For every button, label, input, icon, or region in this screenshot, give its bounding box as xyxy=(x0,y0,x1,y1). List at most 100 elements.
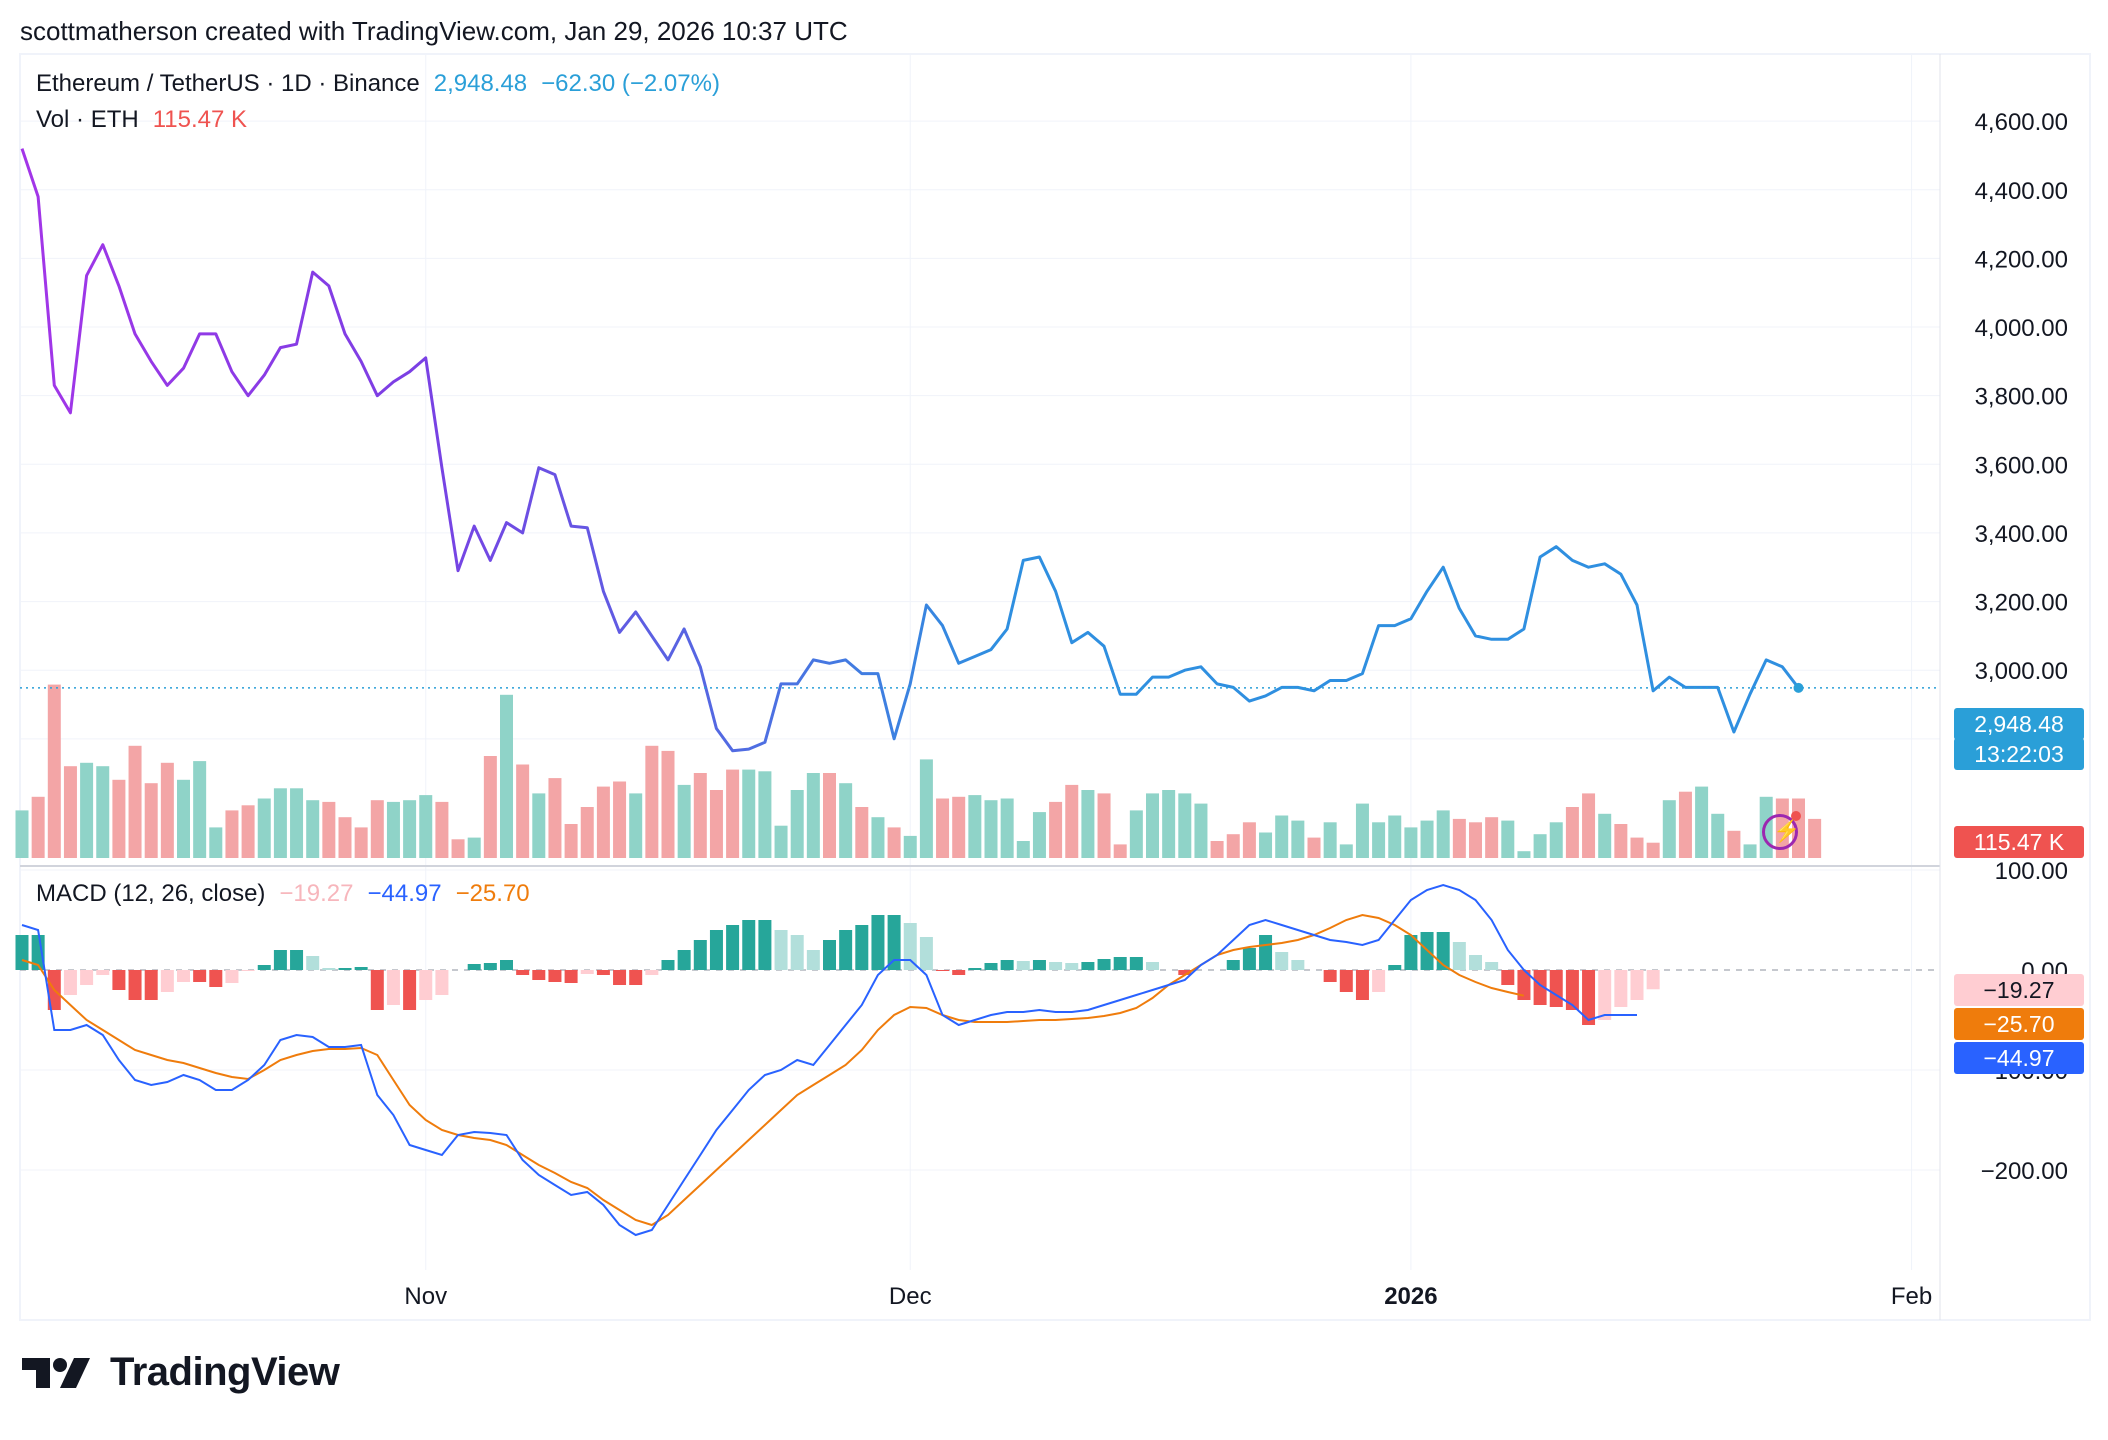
volume-title[interactable]: Vol · ETH xyxy=(36,106,139,133)
macd-histogram-bar xyxy=(855,925,869,970)
grid-lines xyxy=(20,54,1940,1270)
macd-histogram-bar xyxy=(386,970,400,1005)
macd-histogram-bar xyxy=(1065,963,1079,970)
tradingview-logo[interactable]: TradingView xyxy=(22,1350,340,1395)
volume-bar xyxy=(31,796,45,858)
volume-bar xyxy=(338,817,352,858)
macd-histogram-bar xyxy=(613,970,627,985)
volume-bar xyxy=(225,810,239,858)
volume-bar xyxy=(952,796,966,858)
macd-histogram-bar xyxy=(160,970,174,992)
volume-bar xyxy=(1614,824,1628,858)
macd-histogram-bar xyxy=(1372,970,1386,992)
volume-bar xyxy=(1194,803,1208,858)
volume-bar xyxy=(322,801,336,858)
macd-histogram-bar xyxy=(1549,970,1563,1007)
macd-histogram-bar xyxy=(419,970,433,1000)
volume-bar xyxy=(839,783,853,858)
macd-histogram-bar xyxy=(790,935,804,970)
volume-bar xyxy=(306,800,320,858)
macd-histogram-bar xyxy=(629,970,643,985)
volume-bar xyxy=(273,788,287,858)
realtime-badge[interactable]: ⚡ xyxy=(1762,811,1801,850)
volume-bar xyxy=(144,783,158,858)
macd-histogram-bar xyxy=(580,970,594,974)
volume-bar xyxy=(677,784,691,858)
macd-histogram-bar xyxy=(354,967,368,970)
volume-bar xyxy=(1049,801,1063,858)
lightning-icon: ⚡ xyxy=(1773,818,1801,843)
macd-histogram-bar xyxy=(1016,961,1030,970)
macd-histogram-bar xyxy=(193,970,207,982)
volume-bar xyxy=(726,769,740,858)
macd-histogram-bar xyxy=(31,935,45,970)
macd-hist-value: −19.27 xyxy=(279,880,354,907)
time-tick-label: Dec xyxy=(889,1283,932,1310)
macd-histogram-bar xyxy=(177,970,190,982)
macd-histogram-bar xyxy=(1404,935,1418,970)
volume-bar xyxy=(467,837,481,858)
volume-bar xyxy=(1420,820,1434,858)
macd-histogram-bar xyxy=(80,970,94,985)
macd-histogram-bar xyxy=(984,963,998,970)
macd-histogram-bar xyxy=(1339,970,1353,992)
macd-histogram-bar xyxy=(128,970,142,1000)
volume-bar xyxy=(290,788,304,858)
macd-histogram-bar xyxy=(1517,970,1531,1000)
macd-histogram-bar xyxy=(338,968,352,970)
volume-bar xyxy=(1695,786,1709,858)
volume-bar xyxy=(1081,790,1095,858)
volume-bar xyxy=(1210,841,1224,858)
price-axis: 4,600.00 4,400.00 4,200.00 4,000.00 3,800.00… xyxy=(1975,109,2068,1185)
volume-bar xyxy=(96,766,110,858)
macd-histogram-bar xyxy=(693,940,707,970)
price-tick-label: 4,200.00 xyxy=(1975,246,2068,273)
volume-bar xyxy=(257,798,271,858)
macd-line-value: −44.97 xyxy=(367,880,442,907)
time-tick-label: Feb xyxy=(1891,1283,1932,1310)
volume-bar xyxy=(1323,822,1337,858)
volume-bar xyxy=(209,827,223,858)
volume-bar xyxy=(693,773,707,858)
macd-hist-tag: −19.27 xyxy=(1954,974,2084,1006)
macd-signal-tag: −25.70 xyxy=(1954,1008,2084,1040)
price-change: −62.30 (−2.07%) xyxy=(541,70,720,97)
macd-histogram-bar xyxy=(919,937,933,970)
volume-bar xyxy=(823,773,836,858)
volume-bar xyxy=(790,790,804,858)
price-tick-label: 3,000.00 xyxy=(1975,658,2068,685)
volume-bar xyxy=(516,764,530,858)
macd-tick-label: 100.00 xyxy=(1995,858,2068,885)
volume-bar xyxy=(1469,822,1482,858)
macd-histogram-bar xyxy=(726,925,740,970)
symbol-title[interactable]: Ethereum / TetherUS · 1D · Binance xyxy=(36,70,420,97)
macd-line-tag: −44.97 xyxy=(1954,1042,2084,1074)
macd-histogram-bar xyxy=(1097,959,1111,970)
macd-histogram-bar xyxy=(532,970,546,980)
macd-histogram-bar xyxy=(774,930,788,970)
volume-bar xyxy=(871,817,885,858)
macd-histogram-bar xyxy=(758,920,772,970)
macd-histogram-bar xyxy=(1355,970,1369,1000)
volume-bar xyxy=(1355,803,1369,858)
macd-histogram-bar xyxy=(564,970,578,983)
macd-histogram-bar xyxy=(63,970,77,995)
volume-bar xyxy=(1242,822,1256,858)
volume-bar xyxy=(370,800,384,858)
macd-histogram-bar xyxy=(1032,960,1046,970)
volume-bar xyxy=(936,798,950,858)
macd-histogram-bar xyxy=(1146,962,1159,970)
volume-bar xyxy=(532,793,546,858)
macd-histogram-bar xyxy=(968,968,982,970)
price-tag: 2,948.48 xyxy=(1954,708,2084,740)
time-tick-label: 2026 xyxy=(1384,1283,1437,1310)
volume-bar xyxy=(613,781,627,858)
volume-bar xyxy=(1372,822,1386,858)
macd-histogram-bar xyxy=(1436,932,1450,970)
macd-histogram-bar xyxy=(96,970,110,975)
volume-bar xyxy=(919,759,933,858)
macd-title[interactable]: MACD (12, 26, close) xyxy=(36,880,266,907)
price-tick-label: 3,400.00 xyxy=(1975,521,2068,548)
macd-histogram-bar xyxy=(661,960,675,970)
